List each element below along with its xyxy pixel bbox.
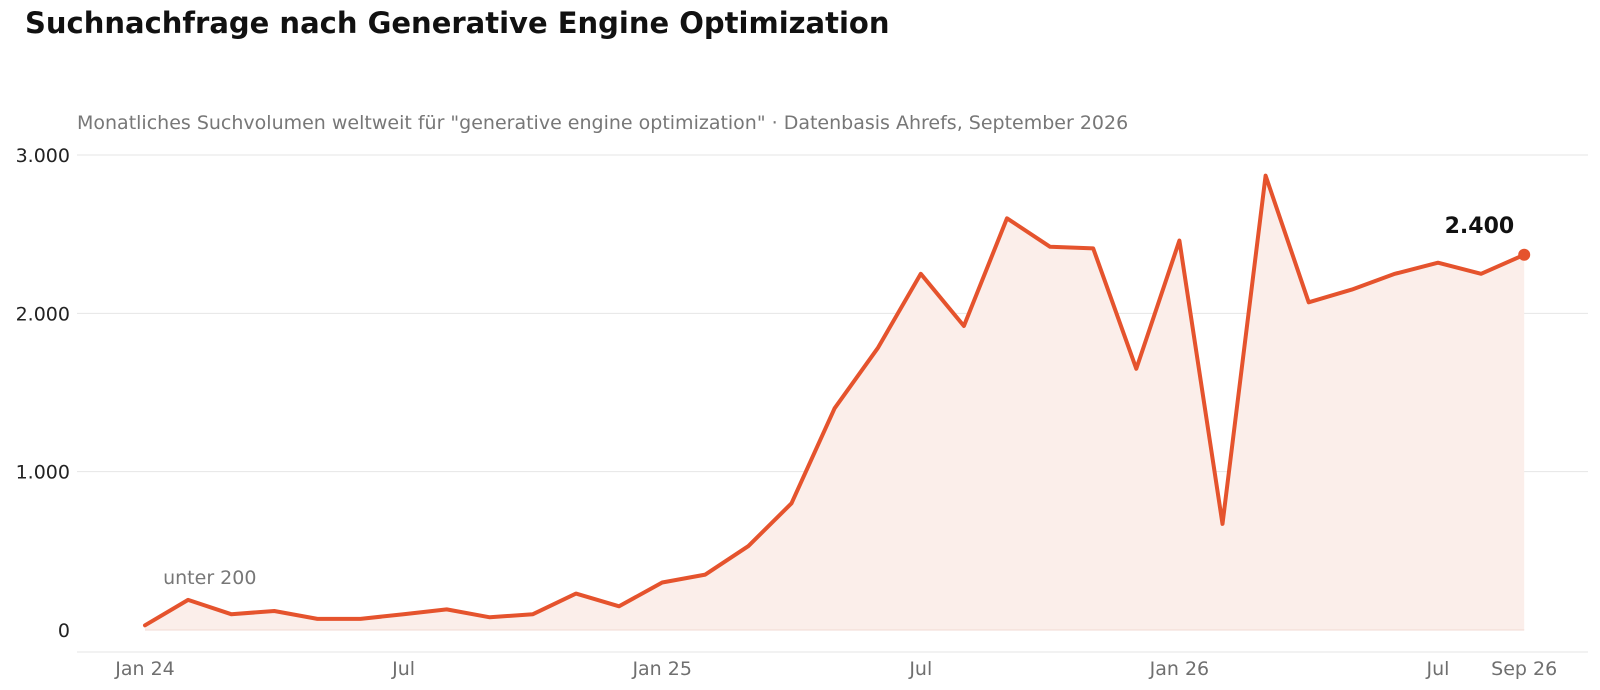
area-fill [145,175,1525,630]
x-tick-label: Jan 25 [631,658,692,680]
x-tick-label: Jul [391,658,415,680]
x-tick-label: Jul [908,658,932,680]
end-value-label: 2.400 [1445,214,1515,239]
y-tick-label: 2.000 [16,303,70,325]
axis-layer: 0 1.000 2.000 3.000 Jan 24 Jul Jan 25 Jul Jan 26… [16,145,1588,680]
line-layer [143,173,1531,628]
series-line [143,173,1527,628]
x-tick-label: Jan 26 [1149,658,1210,680]
x-tick-label: Sep 26 [1491,658,1557,680]
y-tick-label: 0 [58,620,70,642]
x-tick-label: Jan 24 [114,658,175,680]
area-layer [145,175,1525,631]
y-tick-label: 1.000 [16,462,70,484]
y-tick-label: 3.000 [16,145,70,167]
chart-title: Suchnachfrage nach Generative Engine Opt… [25,6,890,40]
annotation-label: unter 200 [163,567,256,589]
x-tick-label: Jul [1426,658,1450,680]
label-layer: 2.400 unter 200 [163,214,1514,589]
end-point-marker [1518,248,1531,261]
chart-subtitle: Monatliches Suchvolumen weltweit für "ge… [77,112,1128,134]
